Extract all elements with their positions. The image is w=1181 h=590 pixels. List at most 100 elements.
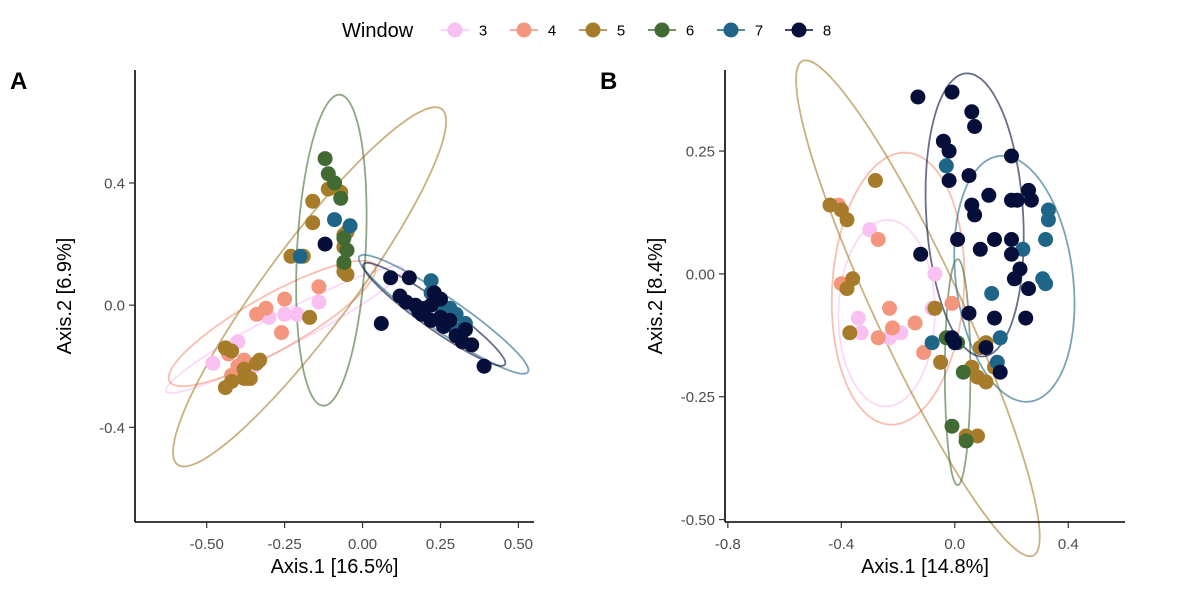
legend-swatch-4 — [516, 22, 532, 38]
panel-b-x-tick-label: -0.4 — [828, 536, 854, 553]
panel-a-ellipse-window-5 — [172, 106, 448, 468]
panel-a-point-window-5-22 — [339, 267, 355, 283]
panel-b-point-window-5-0 — [822, 197, 838, 213]
panel-b-y-tick-label: 0.00 — [686, 266, 715, 283]
panel-b-point-window-3-1 — [927, 266, 943, 282]
panel-a-point-window-4-5 — [277, 291, 293, 307]
legend-swatch-7 — [723, 22, 739, 38]
panel-a-point-window-8-0 — [317, 236, 333, 252]
panel-b-point-window-8-5 — [941, 143, 957, 159]
panel-a-point-window-5-8 — [236, 371, 252, 386]
panel-b-point-window-8-3 — [967, 119, 983, 134]
panel-a-point-window-3-3 — [277, 306, 293, 322]
panel-b-point-window-3-0 — [862, 222, 878, 238]
panel-b-y-ticks: -0.50 -0.25 0.00 0.25 — [681, 144, 725, 529]
panel-b-point-window-8-9 — [981, 187, 997, 203]
panel-a-point-window-6-4 — [336, 254, 352, 270]
panel-b-point-window-3-2 — [850, 310, 866, 326]
panel-b: B -0.8 -0.4 0.0 0.4 -0.50 -0.25 0.00 0.25 Axis… — [600, 59, 1125, 578]
legend-label-3: 3 — [479, 23, 487, 40]
legend-label-5: 5 — [617, 23, 625, 40]
panel-b-point-window-8-29 — [978, 340, 994, 356]
panel-b-point-window-8-27 — [913, 246, 929, 262]
panel-a-point-window-5-5 — [217, 380, 233, 396]
panel-b-point-window-5-13 — [978, 374, 994, 390]
panel-a-y-tick-label: 0.4 — [104, 176, 125, 193]
panel-a-point-window-5-13 — [305, 215, 321, 231]
panel-b-point-window-5-5 — [839, 281, 855, 297]
legend-swatch-6 — [654, 22, 670, 38]
panel-b-point-window-4-6 — [944, 295, 960, 311]
panel-a-point-window-8-20 — [433, 309, 448, 325]
panel-a-point-window-4-4 — [258, 300, 274, 316]
panel-b-ellipse-window-6 — [944, 258, 972, 487]
panel-b-point-window-4-8 — [870, 330, 886, 346]
panel-b-point-window-5-7 — [927, 300, 943, 316]
panel-a-x-tick-label: 0.50 — [504, 536, 533, 553]
panel-b-point-window-7-7 — [1040, 212, 1056, 228]
panel-b-point-window-8-6 — [961, 168, 977, 184]
panel-a-ellipse-window-3 — [165, 265, 405, 394]
panel-b-x-tick-label: 0.4 — [1058, 536, 1079, 553]
panel-b-point-window-7-0 — [938, 158, 954, 174]
panel-b-ellipse-window-4 — [830, 151, 966, 426]
panel-b-y-tick-label: 0.25 — [686, 144, 715, 161]
panel-a-point-window-3-0 — [205, 355, 221, 371]
panel-b-point-window-7-5 — [1015, 241, 1031, 257]
panel-a-points — [205, 151, 492, 396]
panel-a-point-window-5-9 — [302, 309, 318, 325]
panel-b-point-window-4-5 — [916, 345, 932, 360]
panel-b-point-window-8-17 — [972, 241, 988, 257]
panel-b-point-window-8-0 — [910, 89, 926, 105]
panel-b-point-window-3-3 — [853, 325, 869, 341]
panel-b-point-window-8-19 — [1004, 232, 1019, 247]
panel-a-x-ticks: -0.50 -0.25 0.00 0.25 0.50 — [190, 522, 533, 553]
panel-a-ellipse-window-6 — [295, 93, 368, 407]
panel-b-point-window-5-3 — [867, 173, 883, 188]
panel-b-point-window-8-2 — [964, 104, 980, 120]
panel-a-point-window-7-0 — [292, 248, 308, 264]
panel-b-point-window-8-11 — [967, 207, 983, 223]
panel-a-point-window-6-2 — [336, 230, 352, 246]
panel-a-point-window-5-1 — [224, 343, 240, 359]
panel-a-point-window-7-2 — [342, 218, 358, 234]
panel-b-point-window-8-24 — [961, 305, 977, 321]
panel-a-point-window-4-7 — [311, 279, 327, 295]
panel-a-point-window-8-1 — [373, 316, 389, 331]
panel-b-y-tick-label: -0.50 — [681, 512, 715, 529]
panel-a-x-tick-label: 0.00 — [348, 536, 377, 553]
panel-b-point-window-8-20 — [1004, 246, 1019, 262]
panel-b-point-window-8-31 — [944, 330, 960, 346]
legend-label-8: 8 — [823, 23, 831, 40]
legend-label-4: 4 — [548, 23, 556, 40]
panel-a-x-tick-label: -0.25 — [268, 536, 302, 553]
panel-b-point-window-8-30 — [992, 364, 1008, 380]
panel-b-points — [822, 84, 1056, 449]
panel-b-point-window-5-15 — [970, 428, 985, 444]
legend: Window 3 4 5 6 7 8 — [342, 20, 831, 42]
legend-swatch-8 — [791, 22, 807, 38]
panel-b-x-ticks: -0.8 -0.4 0.0 0.4 — [715, 522, 1079, 553]
panel-a-point-window-8-11 — [433, 291, 448, 307]
panel-b-point-window-7-1 — [924, 335, 940, 351]
panel-a-letter: A — [10, 68, 27, 95]
panel-b-x-axis-title: Axis.1 [14.8%] — [861, 556, 989, 578]
panel-a-point-window-8-21 — [414, 306, 430, 322]
panel-b-point-window-8-7 — [941, 173, 957, 188]
legend-items: 3 4 5 6 7 8 — [441, 22, 831, 40]
legend-swatch-3 — [447, 22, 463, 38]
panel-a-y-tick-label: -0.4 — [99, 420, 125, 437]
panel-b-point-window-8-16 — [950, 232, 966, 247]
panel-b-point-window-8-8 — [1004, 148, 1019, 164]
panel-b-ellipse-window-8 — [924, 72, 1025, 358]
panel-a-point-window-5-12 — [305, 193, 321, 209]
panel-a: A -0.50 -0.25 0.00 0.25 0.50 -0.4 0.0 0.4 Axis… — [10, 68, 534, 578]
panel-a-ellipse-window-7 — [357, 254, 530, 375]
panel-a-x-tick-label: -0.50 — [190, 536, 224, 553]
panel-a-point-window-8-17 — [464, 337, 480, 353]
panel-b-x-tick-label: -0.8 — [715, 536, 741, 553]
panel-a-point-window-8-4 — [401, 270, 417, 286]
panel-a-point-window-6-3 — [339, 242, 355, 258]
panel-b-point-window-4-3 — [884, 320, 900, 336]
